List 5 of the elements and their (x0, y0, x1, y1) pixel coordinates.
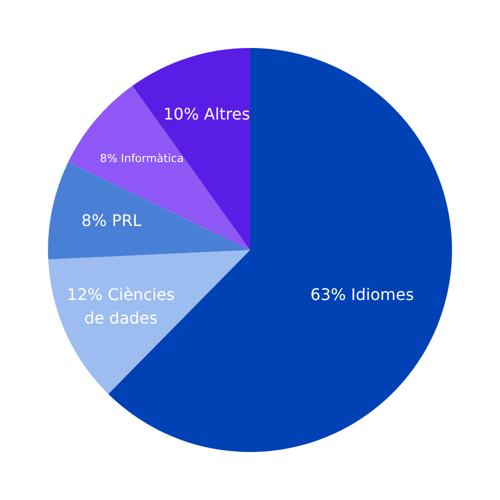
slice-label: 63% Idiomes (310, 285, 414, 304)
slice-label: 8% PRL (81, 210, 142, 230)
slice-label: 12% Ciències de dades (67, 285, 175, 328)
slice-label: 8% Informàtica (100, 152, 184, 165)
slice-label: 10% Altres (163, 104, 250, 124)
